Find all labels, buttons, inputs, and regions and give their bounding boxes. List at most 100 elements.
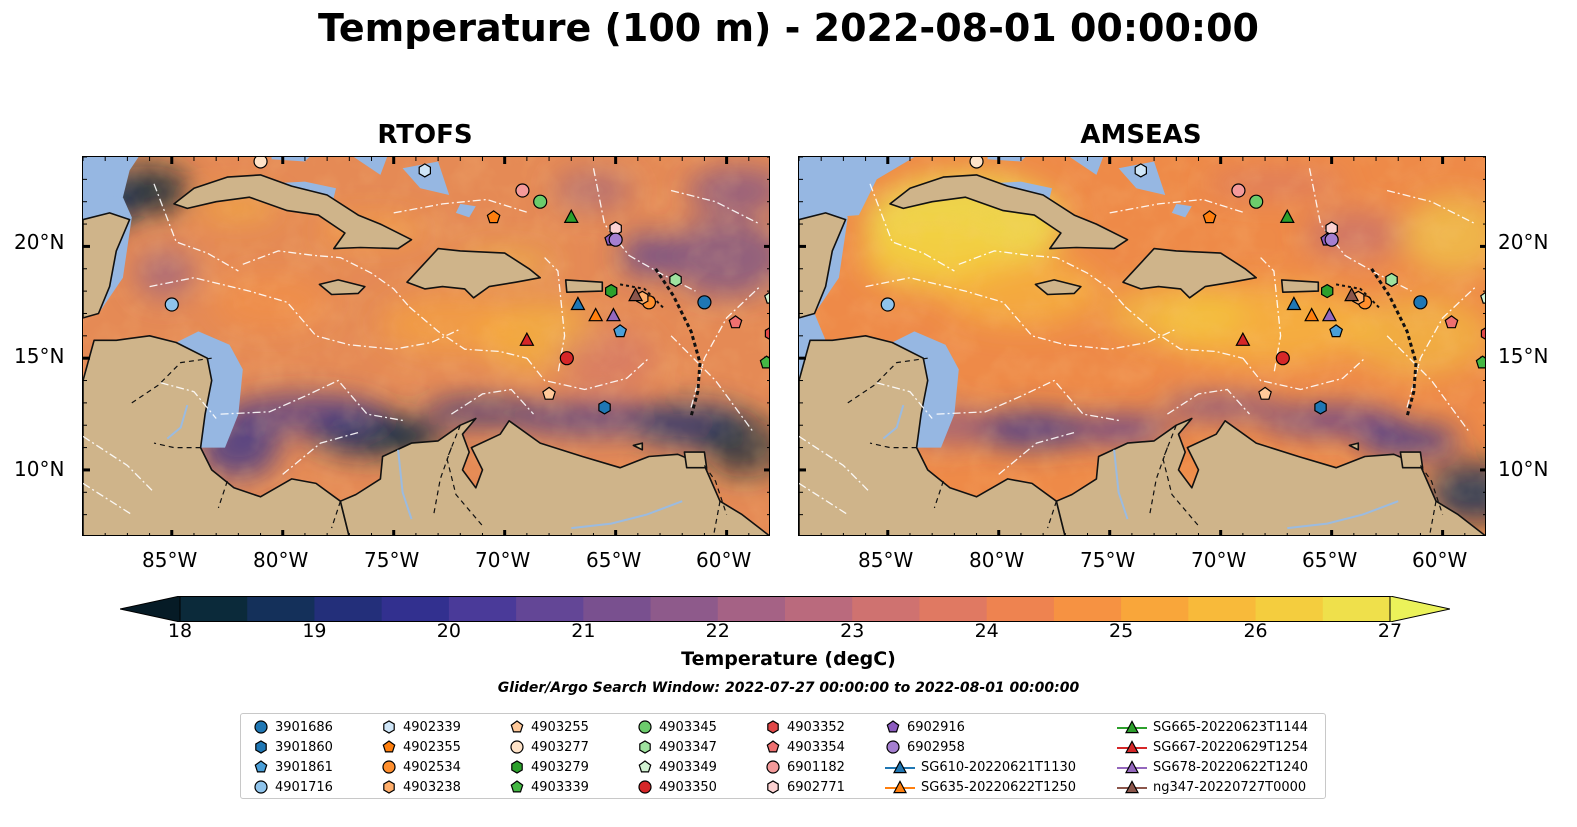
eez-boundary <box>526 357 650 391</box>
country-border <box>331 501 341 529</box>
legend-marker-hexagon <box>767 780 779 794</box>
land-pr <box>1280 279 1320 293</box>
eez-boundary <box>393 198 530 214</box>
colorbar-bin <box>180 596 248 622</box>
legend-marker-triangle-line <box>885 780 915 794</box>
legend-marker-pentagon <box>382 740 396 753</box>
legend-item: 4903238 <box>381 777 461 797</box>
colorbar-tick-label: 20 <box>436 620 461 642</box>
river <box>1113 449 1129 520</box>
colorbar-tick-label: 24 <box>974 620 999 642</box>
obs-marker-4901716 <box>880 297 895 312</box>
land-hispaniola <box>1122 247 1258 299</box>
legend-symbol <box>767 780 779 794</box>
colorbar-tick-label: 26 <box>1243 620 1268 642</box>
legend-item: 6902916 <box>885 717 965 737</box>
map-rtofs[interactable] <box>82 156 770 536</box>
obs-marker-SG667-20220629T1254 <box>519 331 535 346</box>
country-border <box>847 357 928 404</box>
country-border <box>217 480 228 509</box>
legend-label: 4903350 <box>659 779 717 795</box>
legend-item: 4902339 <box>381 717 461 737</box>
river <box>571 500 683 530</box>
country-border <box>1149 447 1168 515</box>
lat-label-20n-right: 20°N <box>1498 230 1549 254</box>
legend-marker-triangle-line <box>1117 780 1147 794</box>
country-border <box>869 442 917 449</box>
colorbar-tick-label: 23 <box>840 620 865 642</box>
legend-triangle <box>1124 760 1140 774</box>
country-border <box>1419 465 1444 515</box>
shallow-water <box>987 157 1026 162</box>
legend-item: 4903279 <box>509 757 589 777</box>
lon-label-85w-right: 85°W <box>858 548 914 572</box>
legend-label: 4903339 <box>531 779 589 795</box>
river <box>882 404 905 440</box>
obs-marker-ng347-20220727T0000 <box>1344 287 1360 302</box>
colorbar-under-extend <box>120 596 181 622</box>
land-yucatan <box>83 212 131 319</box>
obs-marker-4903339 <box>759 355 769 369</box>
colorbar-tick-label: 25 <box>1109 620 1134 642</box>
land-trinidad <box>683 451 708 469</box>
colorbar-tick-label: 22 <box>705 620 730 642</box>
land-trinidad <box>1399 451 1424 469</box>
legend-symbol <box>382 760 396 774</box>
legend-symbol <box>510 720 524 733</box>
land-central <box>83 335 350 535</box>
land-venez_isle <box>1348 442 1360 451</box>
eez-boundary <box>876 382 933 419</box>
legend-item: SG665-20220623T1144 <box>1117 717 1308 737</box>
obs-marker-6901182 <box>1231 183 1246 198</box>
land-central <box>799 335 1066 535</box>
obs-marker-SG635-20220622T1250 <box>1304 307 1320 322</box>
legend-marker-pentagon <box>510 780 524 793</box>
legend-marker-pentagon <box>638 760 652 773</box>
legend-item: 4902534 <box>381 757 461 777</box>
shallow-water <box>1118 161 1166 195</box>
land-jamaica <box>1034 279 1082 296</box>
legend-marker-circle <box>254 780 268 794</box>
legend-symbol <box>638 760 652 773</box>
legend-marker-pentagon <box>510 720 524 733</box>
legend-marker-triangle-line <box>1117 740 1147 754</box>
eez-boundary <box>1406 286 1477 408</box>
eez-boundary <box>83 435 155 493</box>
obs-marker-4903255 <box>542 386 556 400</box>
obs-marker-4903345 <box>1249 194 1264 209</box>
legend-label: ng347-20220727T0000 <box>1153 779 1307 795</box>
country-border <box>131 357 212 404</box>
colorbar-bin <box>381 596 450 622</box>
map-amseas-canvas <box>799 157 1485 535</box>
legend-item: 4903350 <box>637 777 717 797</box>
eez-boundary <box>998 431 1077 475</box>
legend-symbol <box>511 760 523 774</box>
legend-marker-circle <box>510 740 524 754</box>
legend-label: 6902771 <box>787 779 845 795</box>
obs-marker-SG667-20220629T1254 <box>1235 331 1251 346</box>
legend-marker-pentagon <box>886 720 900 733</box>
map-amseas[interactable] <box>798 156 1486 536</box>
eez-boundary <box>1386 335 1470 433</box>
colorbar-bin <box>1188 596 1257 622</box>
land-hispaniola <box>406 247 542 299</box>
obs-marker-SG610-20220621T1130 <box>1286 296 1302 311</box>
legend-item: SG678-20220622T1240 <box>1117 757 1308 777</box>
legend-triangle <box>1124 780 1140 794</box>
legend-marker-hexagon <box>511 760 523 774</box>
shallow-water <box>455 203 476 218</box>
obs-marker-SG678-20220622T1240 <box>1321 307 1337 322</box>
obs-marker-4903345 <box>533 194 548 209</box>
country-border <box>933 480 944 509</box>
obs-marker-3901860 <box>598 400 611 415</box>
shallow-water <box>892 331 959 448</box>
eez-boundary <box>799 435 871 493</box>
obs-marker-4903347 <box>669 272 682 288</box>
country-border <box>446 424 483 527</box>
legend-item: 3901861 <box>253 757 333 777</box>
lon-label-75w-left: 75°W <box>364 548 420 572</box>
colorbar-label: Temperature (degC) <box>681 648 896 670</box>
land-venez_isle <box>632 442 644 451</box>
lat-label-20n-left: 20°N <box>14 230 65 254</box>
colorbar-bin <box>785 596 853 622</box>
